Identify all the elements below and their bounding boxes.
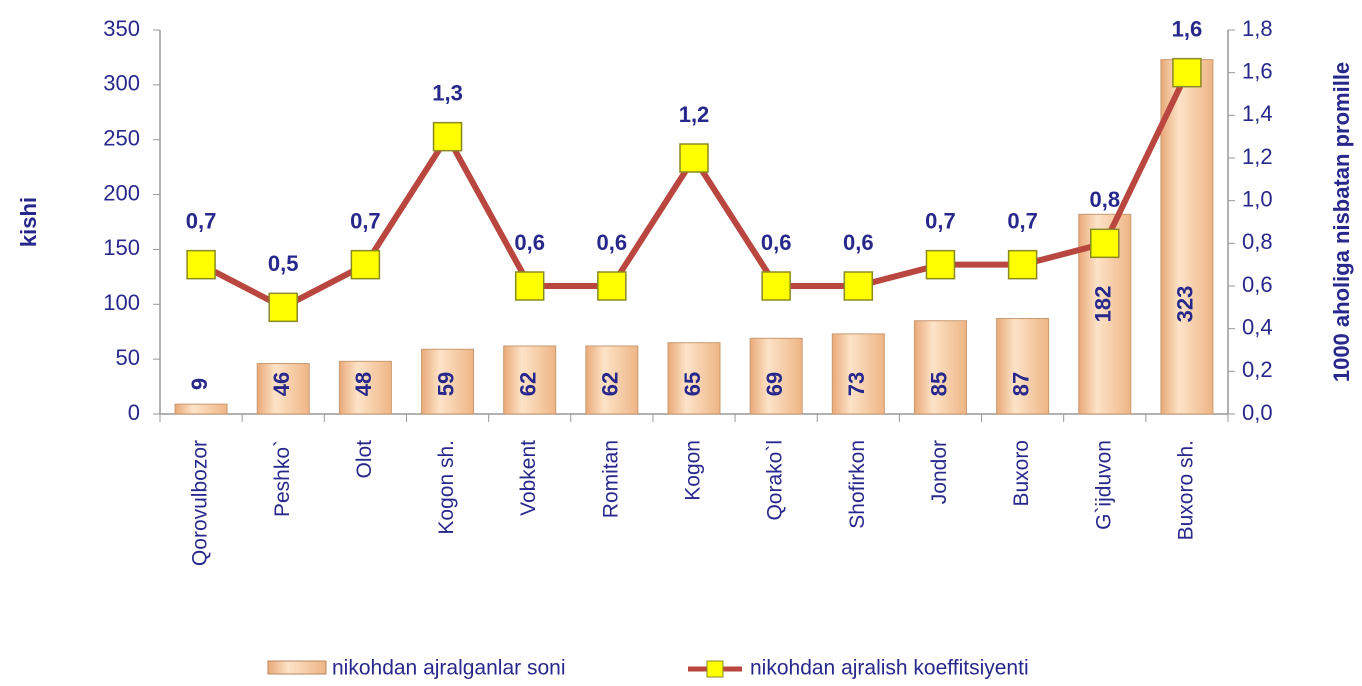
y-tick-label: 100 [103, 290, 140, 315]
x-tick-label: Kogon [682, 440, 705, 501]
y-axis-label: kishi [16, 197, 41, 247]
data-label: 0,7 [186, 208, 217, 233]
marker [843, 271, 874, 301]
legend-swatch [267, 660, 327, 675]
marker [925, 249, 956, 280]
y2-tick-label: 0,0 [1242, 400, 1273, 425]
x-tick-label: Romitan [599, 440, 622, 518]
y-tick-label: 150 [103, 235, 140, 260]
x-tick-label: G`ijduvon [1092, 440, 1115, 530]
bar [256, 363, 310, 415]
bar [421, 348, 475, 415]
y2-tick-label: 1,0 [1242, 186, 1273, 211]
data-label: 1,2 [679, 102, 710, 127]
x-tick-label: Buxoro sh. [1174, 440, 1197, 540]
x-tick-label: Olot [353, 440, 376, 479]
legend-marker [706, 660, 724, 678]
y-tick-label: 0 [128, 400, 140, 425]
y2-tick-label: 0,4 [1242, 314, 1273, 339]
marker [761, 271, 791, 301]
bar-label: 65 [680, 372, 705, 396]
y2-tick-label: 1,8 [1242, 16, 1273, 41]
data-label: 1,6 [1172, 16, 1203, 41]
bar-label: 59 [433, 372, 458, 396]
bar-label: 62 [516, 372, 541, 396]
data-label: 0,6 [843, 230, 874, 255]
legend-label: nikohdan ajralish koeffitsiyenti [750, 657, 1029, 680]
bar [338, 360, 392, 415]
marker [1172, 57, 1202, 88]
marker [679, 143, 709, 173]
x-tick-label: Kogon sh. [435, 440, 458, 535]
bar-label: 46 [269, 372, 294, 396]
bar-label: 9 [187, 378, 212, 390]
legend-label: nikohdan ajralganlar soni [332, 657, 566, 680]
bar-label: 69 [762, 372, 787, 396]
marker [1090, 228, 1120, 259]
y2-tick-label: 1,6 [1242, 58, 1273, 83]
y2-tick-label: 0,2 [1242, 357, 1273, 382]
bar [1160, 59, 1214, 415]
bar-label: 48 [351, 372, 376, 396]
y2-axis-label: 1000 aholiga nisbatan promille [1329, 62, 1354, 382]
bar [831, 333, 885, 415]
marker [268, 292, 298, 323]
data-label: 0,8 [1089, 187, 1120, 212]
bar-label: 85 [926, 372, 951, 396]
bar [667, 342, 721, 415]
marker [597, 271, 627, 301]
bar [913, 320, 967, 415]
x-tick-label: Jondor [928, 440, 951, 504]
x-tick-label: Qorovulbozor [189, 440, 212, 566]
y2-tick-label: 0,8 [1242, 229, 1273, 254]
bar [174, 403, 228, 415]
y2-tick-label: 1,2 [1242, 144, 1273, 169]
bar [503, 345, 557, 415]
data-label: 1,3 [432, 80, 463, 105]
bar-label: 182 [1091, 286, 1116, 323]
x-tick-label: Shofirkon [846, 440, 869, 529]
x-tick-label: Qorako`l [764, 440, 787, 521]
data-label: 0,6 [597, 230, 628, 255]
marker [432, 121, 463, 152]
data-label: 0,7 [925, 208, 956, 233]
bar-label: 62 [598, 372, 623, 396]
data-label: 0,6 [761, 230, 792, 255]
y-tick-label: 200 [103, 180, 140, 205]
y2-tick-label: 0,6 [1242, 272, 1273, 297]
bar-label: 323 [1173, 286, 1198, 323]
bar [585, 345, 639, 415]
y2-tick-label: 1,4 [1242, 101, 1273, 126]
bar-label: 87 [1008, 372, 1033, 396]
bar [749, 337, 803, 415]
y-tick-label: 50 [116, 345, 140, 370]
y-tick-label: 300 [103, 71, 140, 96]
marker [1007, 249, 1038, 280]
marker [350, 249, 381, 280]
data-label: 0,6 [514, 230, 545, 255]
bar-label: 73 [844, 372, 869, 396]
marker [186, 249, 216, 280]
data-label: 0,7 [350, 208, 381, 233]
legend: nikohdan ajralganlar soni nikohdan ajral… [267, 657, 1029, 680]
marker [514, 271, 545, 301]
x-tick-label: Buxoro [1010, 440, 1033, 507]
y-tick-label: 350 [103, 16, 140, 41]
bar [996, 318, 1050, 415]
data-label: 0,7 [1007, 208, 1038, 233]
x-tick-label: Vobkent [517, 440, 540, 516]
y-tick-label: 250 [103, 126, 140, 151]
data-label: 0,5 [268, 251, 299, 276]
x-tick-label: Peshko` [271, 440, 294, 517]
